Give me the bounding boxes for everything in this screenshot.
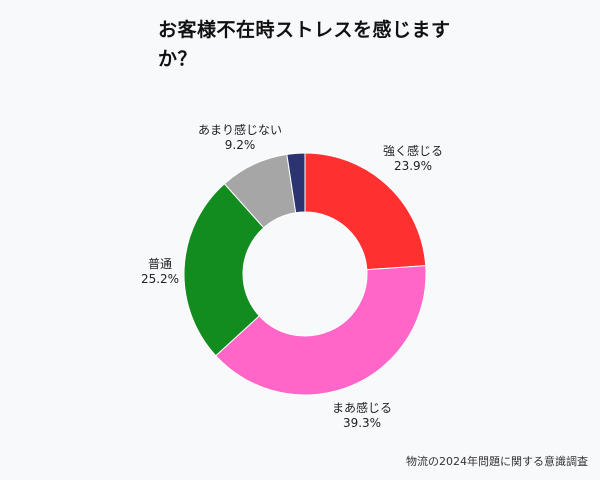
slice-category-label: あまり感じない — [198, 122, 282, 137]
slice-category-label: 強く感じる — [383, 143, 443, 158]
chart-title: お客様不在時ストレスを感じますか？ — [158, 19, 451, 70]
slice-value-label: 23.9% — [394, 159, 432, 173]
slices-group — [183, 152, 427, 396]
slice-category-label: 普通 — [148, 257, 172, 271]
donut-slice — [183, 183, 265, 357]
slice-category-label: まあ感じる — [332, 400, 392, 415]
donut-slice — [286, 152, 306, 214]
slice-value-label: 25.2% — [141, 272, 179, 286]
donut-slice — [215, 265, 427, 396]
source-note: 物流の2024年問題に関する意識調査 — [406, 455, 588, 468]
slice-value-label: 39.3% — [343, 416, 381, 430]
slice-value-label: 9.2% — [225, 138, 256, 152]
donut-slice — [304, 152, 427, 271]
